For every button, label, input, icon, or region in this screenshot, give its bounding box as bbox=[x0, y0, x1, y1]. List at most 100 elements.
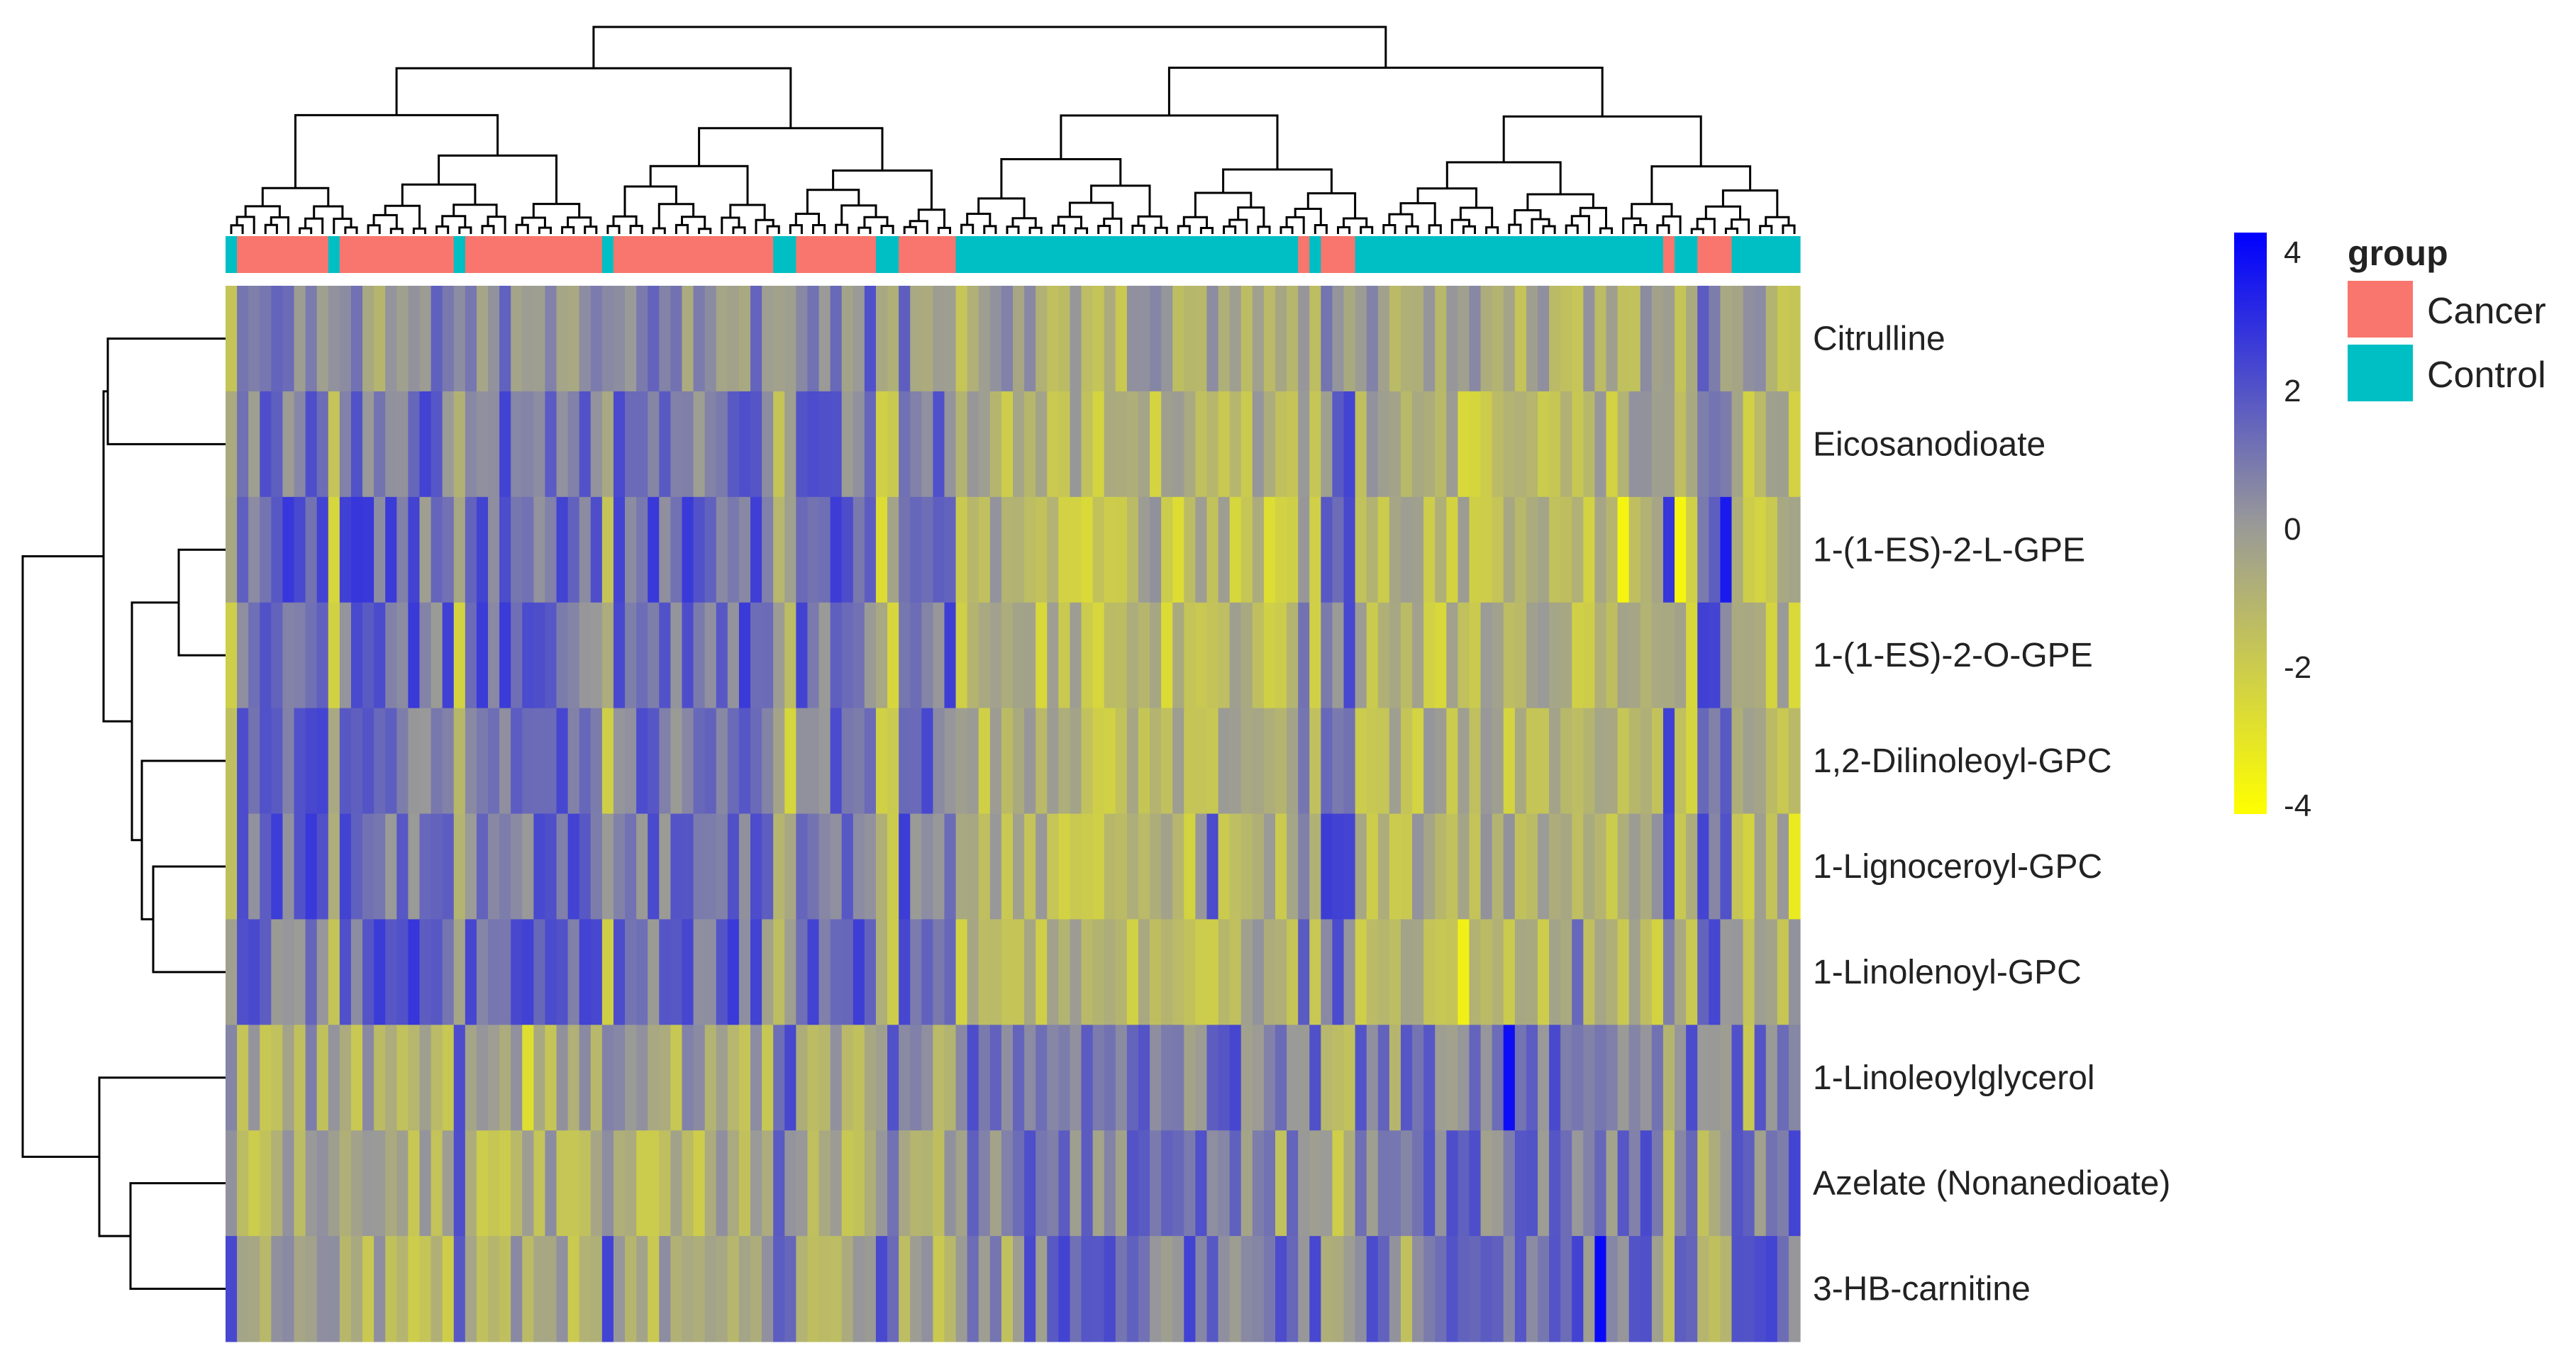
heatmap-cell bbox=[1640, 391, 1653, 498]
heatmap-cell bbox=[316, 1025, 329, 1131]
heatmap-cell bbox=[944, 1130, 957, 1237]
heatmap-cell bbox=[350, 496, 363, 603]
heatmap-cell bbox=[362, 602, 374, 709]
heatmap-cell bbox=[1435, 496, 1447, 603]
heatmap-cell bbox=[693, 919, 706, 1025]
heatmap-cell bbox=[1206, 708, 1219, 815]
heatmap-cell bbox=[830, 813, 843, 920]
heatmap-cell bbox=[693, 286, 706, 392]
heatmap-cell bbox=[1549, 813, 1561, 920]
group-cell-control bbox=[1538, 236, 1550, 273]
color-scale-bar bbox=[2234, 233, 2267, 814]
heatmap-cell bbox=[316, 708, 329, 815]
legend-swatch-cancer bbox=[2348, 281, 2413, 338]
heatmap-cell bbox=[294, 496, 306, 603]
heatmap-cell bbox=[1400, 1236, 1413, 1342]
heatmap-cell bbox=[385, 1236, 397, 1342]
heatmap-cell bbox=[1161, 1130, 1173, 1237]
heatmap-cell bbox=[226, 391, 238, 498]
heatmap-cell bbox=[1617, 1236, 1630, 1342]
heatmap-cell bbox=[967, 1130, 979, 1237]
heatmap-cell bbox=[1435, 708, 1447, 815]
heatmap-cell bbox=[659, 496, 671, 603]
heatmap-cell bbox=[738, 286, 751, 392]
group-cell-control bbox=[1765, 236, 1778, 273]
heatmap-cell bbox=[1013, 1025, 1025, 1131]
heatmap-cell bbox=[1709, 391, 1721, 498]
group-cell-control bbox=[1070, 236, 1082, 273]
heatmap-cell bbox=[1321, 602, 1333, 709]
heatmap-cell bbox=[989, 1130, 1002, 1237]
group-cell-control bbox=[1206, 236, 1219, 273]
heatmap-cell bbox=[773, 286, 785, 392]
heatmap-cell bbox=[590, 286, 603, 392]
column-dendrogram-branch bbox=[1633, 224, 1648, 234]
group-cell-cancer bbox=[648, 236, 660, 273]
heatmap-cell bbox=[1218, 602, 1231, 709]
heatmap-cell bbox=[1640, 286, 1653, 392]
heatmap-cell bbox=[396, 1025, 409, 1131]
heatmap-cell bbox=[1743, 919, 1755, 1025]
heatmap-cell bbox=[1400, 602, 1413, 709]
heatmap-cell bbox=[921, 813, 933, 920]
heatmap-cell bbox=[1423, 496, 1436, 603]
heatmap-cell bbox=[579, 813, 592, 920]
heatmap-cell bbox=[1377, 919, 1390, 1025]
heatmap-cell bbox=[1298, 602, 1310, 709]
heatmap-cell bbox=[260, 1236, 272, 1342]
column-dendrogram-branch bbox=[1696, 218, 1716, 234]
group-cell-control bbox=[1731, 236, 1744, 273]
heatmap-cell bbox=[1036, 286, 1048, 392]
heatmap-cell bbox=[511, 1236, 523, 1342]
heatmap-cell bbox=[1651, 708, 1664, 815]
heatmap-cell bbox=[533, 286, 546, 392]
heatmap-cell bbox=[807, 391, 820, 498]
heatmap-cell bbox=[1161, 813, 1173, 920]
heatmap-cell bbox=[1058, 602, 1071, 709]
heatmap-cell bbox=[1013, 286, 1025, 392]
group-cell-cancer bbox=[910, 236, 922, 273]
group-cell-cancer bbox=[807, 236, 820, 273]
group-cell-control bbox=[1560, 236, 1572, 273]
heatmap-cell bbox=[1662, 1130, 1675, 1237]
heatmap-cell bbox=[727, 391, 740, 498]
heatmap-cell bbox=[887, 1236, 899, 1342]
heatmap-cell bbox=[522, 391, 534, 498]
heatmap-cell bbox=[590, 919, 603, 1025]
heatmap-cell bbox=[522, 919, 534, 1025]
heatmap-cell bbox=[556, 602, 569, 709]
heatmap-cell bbox=[613, 391, 626, 498]
heatmap-cell bbox=[533, 813, 546, 920]
heatmap-cell bbox=[1560, 602, 1572, 709]
heatmap-cell bbox=[773, 813, 785, 920]
heatmap-cell bbox=[796, 1236, 809, 1342]
heatmap-cell bbox=[1047, 813, 1059, 920]
heatmap-cell bbox=[1777, 1025, 1789, 1131]
column-dendrogram-branch bbox=[304, 217, 324, 234]
heatmap-cell bbox=[1720, 602, 1733, 709]
heatmap-cell bbox=[1263, 391, 1276, 498]
heatmap-cell bbox=[1218, 1236, 1231, 1342]
heatmap-cell bbox=[396, 813, 409, 920]
heatmap-cell bbox=[1754, 813, 1767, 920]
heatmap-cell bbox=[1138, 1236, 1150, 1342]
heatmap-cell bbox=[453, 391, 466, 498]
heatmap-cell bbox=[1697, 286, 1709, 392]
heatmap-cell bbox=[1161, 496, 1173, 603]
column-dendrogram-branch bbox=[538, 226, 552, 234]
heatmap-cell bbox=[1743, 496, 1755, 603]
heatmap-cell bbox=[1161, 919, 1173, 1025]
heatmap-cell bbox=[1400, 496, 1413, 603]
group-cell-cancer bbox=[282, 236, 295, 273]
heatmap-cell bbox=[830, 919, 843, 1025]
heatmap-cell bbox=[1446, 1025, 1458, 1131]
column-dendrogram-branch bbox=[401, 183, 477, 206]
heatmap-cell bbox=[350, 391, 363, 498]
heatmap-cell bbox=[1138, 1130, 1150, 1237]
heatmap-cell bbox=[226, 1130, 238, 1237]
heatmap-cell bbox=[807, 602, 820, 709]
column-dendrogram-branch bbox=[230, 224, 244, 234]
heatmap-cell bbox=[830, 496, 843, 603]
heatmap-cell bbox=[601, 496, 614, 603]
heatmap-cell bbox=[1549, 496, 1561, 603]
